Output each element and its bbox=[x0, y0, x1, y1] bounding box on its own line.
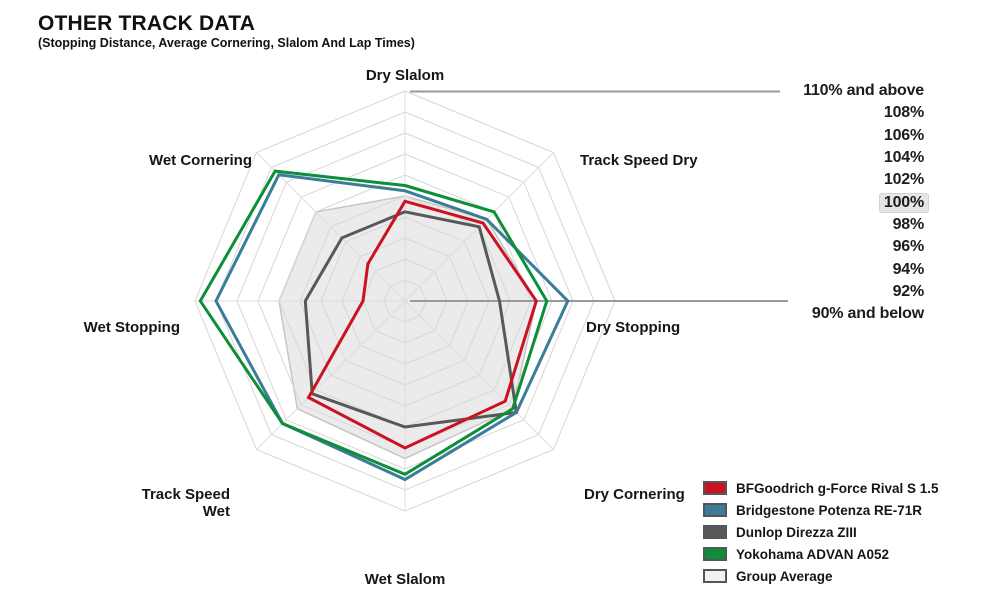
legend-label: BFGoodrich g-Force Rival S 1.5 bbox=[736, 480, 939, 496]
legend-label: Yokohama ADVAN A052 bbox=[736, 546, 890, 562]
axis-label-dry-cornering: Dry Cornering bbox=[584, 486, 685, 503]
legend-item-group-average: Group Average bbox=[703, 565, 939, 587]
scale-item: 106% bbox=[883, 126, 924, 144]
scale-item: 108% bbox=[883, 104, 924, 122]
legend-item-bridgestone-potenza-re-71r: Bridgestone Potenza RE-71R bbox=[703, 499, 939, 521]
page-subtitle: (Stopping Distance, Average Cornering, S… bbox=[38, 36, 415, 50]
legend-swatch bbox=[703, 481, 727, 495]
axis-label-track-speed-wet: Track Speed Wet bbox=[141, 486, 230, 520]
scale-item: 98% bbox=[892, 215, 925, 233]
legend-item-dunlop-direzza-ziii: Dunlop Direzza ZIII bbox=[703, 521, 939, 543]
axis-label-wet-cornering: Wet Cornering bbox=[148, 152, 252, 169]
radar-series-yokohama-advan-a052 bbox=[198, 169, 549, 476]
legend-label: Bridgestone Potenza RE-71R bbox=[736, 502, 923, 518]
axis-label-dry-slalom: Dry Slalom bbox=[365, 67, 445, 84]
radar-series-dunlop-direzza-ziii bbox=[303, 210, 519, 429]
legend-label: Group Average bbox=[736, 568, 833, 584]
scale-item: 94% bbox=[892, 260, 925, 278]
scale-item: 96% bbox=[892, 238, 925, 256]
scale-item: 104% bbox=[883, 149, 924, 167]
legend-item-bfgoodrich-g-force-rival-s-1-5: BFGoodrich g-Force Rival S 1.5 bbox=[703, 477, 939, 499]
axis-label-track-speed-dry: Track Speed Dry bbox=[580, 152, 698, 169]
radar-series-bfgoodrich-g-force-rival-s-1-5 bbox=[306, 199, 538, 450]
legend-swatch bbox=[703, 569, 727, 583]
page-title: OTHER TRACK DATA bbox=[38, 12, 256, 35]
legend-swatch bbox=[703, 525, 727, 539]
legend-swatch bbox=[703, 547, 727, 561]
legend-item-yokohama-advan-a052: Yokohama ADVAN A052 bbox=[703, 543, 939, 565]
scale-item: 92% bbox=[892, 282, 925, 300]
scale-list: 110% and above 108% 106% 104% 102% 100% 98% 96%… bbox=[700, 80, 928, 325]
legend: BFGoodrich g-Force Rival S 1.5 Bridgeston… bbox=[703, 477, 939, 587]
axis-label-dry-stopping: Dry Stopping bbox=[586, 319, 681, 336]
scale-item-highlight: 100% bbox=[700, 191, 928, 213]
scale-item: 90% and below bbox=[811, 305, 924, 323]
scale-item: 102% bbox=[883, 171, 924, 189]
axis-label-wet-slalom: Wet Slalom bbox=[364, 571, 446, 588]
legend-swatch bbox=[703, 503, 727, 517]
legend-label: Dunlop Direzza ZIII bbox=[736, 524, 857, 540]
scale-item: 110% and above bbox=[803, 82, 924, 100]
axis-label-wet-stopping: Wet Stopping bbox=[83, 319, 180, 336]
